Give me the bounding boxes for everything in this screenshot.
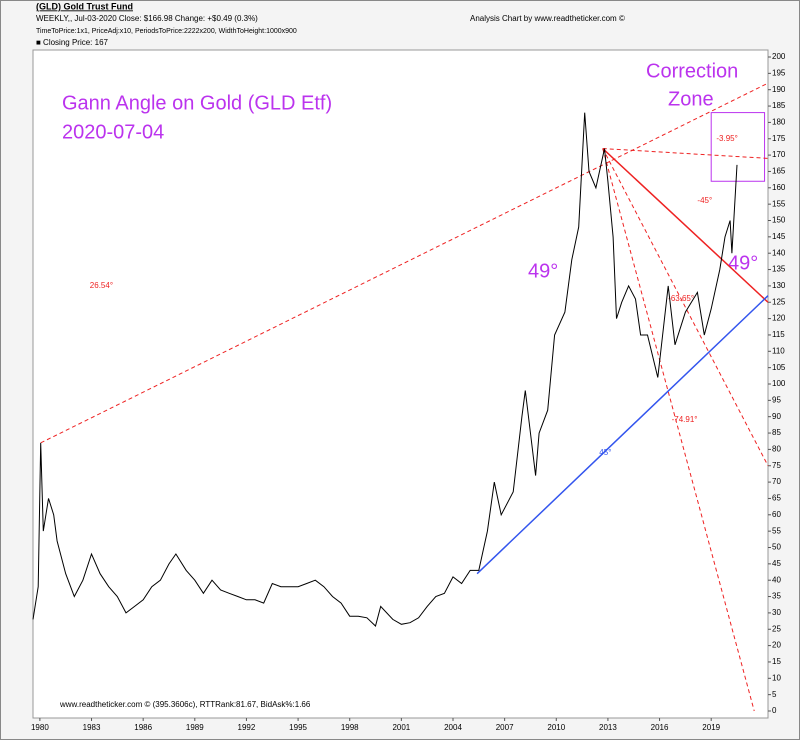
angle-text: 26.54° [90, 281, 113, 290]
x-tick-label: 1998 [341, 723, 359, 732]
y-tick-label: 70 [772, 477, 781, 486]
y-tick-label: 110 [772, 346, 785, 355]
plot-area [32, 49, 769, 719]
x-tick-label: 2007 [496, 723, 514, 732]
y-tick-label: 50 [772, 543, 781, 552]
y-tick-label: 25 [772, 624, 781, 633]
x-tick-label: 1992 [238, 723, 256, 732]
headline: Gann Angle on Gold (GLD Etf) [62, 92, 332, 114]
angle-text: -3.95° [716, 134, 737, 143]
y-tick-label: 105 [772, 363, 786, 372]
y-tick-label: 165 [772, 167, 786, 176]
y-tick-label: 140 [772, 248, 786, 257]
price-line [32, 112, 738, 627]
legend: ■ Closing Price: 167 [36, 38, 109, 47]
x-tick-label: 2004 [444, 723, 462, 732]
x-tick-label: 1986 [134, 723, 152, 732]
y-tick-label: 90 [772, 412, 781, 421]
y-tick-label: 5 [772, 690, 777, 699]
y-tick-label: 35 [772, 592, 781, 601]
y-tick-label: 120 [772, 314, 786, 323]
y-tick-label: 185 [772, 101, 786, 110]
x-tick-label: 1983 [83, 723, 101, 732]
y-tick-label: 100 [772, 379, 786, 388]
angle-text: 45° [599, 448, 611, 457]
gann-line [602, 148, 769, 466]
y-tick-label: 10 [772, 673, 781, 682]
subtitle: WEEKLY,, Jul-03-2020 Close: $166.98 Chan… [36, 14, 258, 23]
angle-text: -63.65° [668, 294, 694, 303]
x-tick-label: 2019 [702, 723, 720, 732]
y-tick-label: 130 [772, 281, 786, 290]
y-tick-label: 30 [772, 608, 781, 617]
y-tick-label: 145 [772, 232, 786, 241]
y-tick-label: 65 [772, 494, 781, 503]
y-tick-label: 95 [772, 395, 781, 404]
x-tick-label: 2013 [599, 723, 617, 732]
correction-zone [710, 112, 766, 182]
zone-label: Correction [646, 60, 738, 82]
y-tick-label: 75 [772, 461, 781, 470]
y-tick-label: 20 [772, 641, 781, 650]
y-tick-label: 200 [772, 52, 786, 61]
chart-title: (GLD) Gold Trust Fund [36, 1, 133, 11]
settings: TimeToPrice:1x1, PriceAdj:x10, PeriodsTo… [36, 28, 297, 35]
y-tick-label: 15 [772, 657, 781, 666]
gann-line [40, 82, 769, 444]
y-tick-label: 40 [772, 575, 781, 584]
y-tick-label: 115 [772, 330, 785, 339]
y-tick-label: 85 [772, 428, 781, 437]
y-tick-label: 160 [772, 183, 786, 192]
angle-label: 49° [528, 260, 558, 282]
x-tick-label: 1995 [289, 723, 307, 732]
y-tick-label: 60 [772, 510, 781, 519]
x-tick-label: 2010 [547, 723, 565, 732]
x-tick-label: 2016 [651, 723, 669, 732]
headline-date: 2020-07-04 [62, 121, 164, 143]
y-tick-label: 135 [772, 265, 786, 274]
y-tick-label: 45 [772, 559, 781, 568]
gann-line [602, 148, 755, 712]
y-tick-label: 0 [772, 706, 777, 715]
y-tick-label: 55 [772, 526, 781, 535]
y-tick-label: 80 [772, 445, 781, 454]
x-tick-label: 2001 [392, 723, 410, 732]
zone-label: Zone [668, 88, 714, 110]
x-tick-label: 1989 [186, 723, 204, 732]
footer: www.readtheticker.com © (395.3606c), RTT… [59, 700, 311, 709]
y-tick-label: 175 [772, 134, 786, 143]
credit: Analysis Chart by www.readtheticker.com … [470, 14, 625, 23]
gann-line [602, 148, 769, 303]
y-tick-label: 195 [772, 68, 786, 77]
angle-label: 49° [728, 252, 758, 274]
y-tick-label: 125 [772, 297, 786, 306]
y-tick-label: 155 [772, 199, 786, 208]
y-tick-label: 170 [772, 150, 786, 159]
y-tick-label: 190 [772, 85, 786, 94]
x-tick-label: 1980 [31, 723, 49, 732]
y-tick-label: 180 [772, 118, 786, 127]
angle-text: -74.91° [672, 415, 698, 424]
angle-text: -45° [697, 196, 712, 205]
y-tick-label: 150 [772, 216, 786, 225]
gann-line [476, 295, 769, 575]
